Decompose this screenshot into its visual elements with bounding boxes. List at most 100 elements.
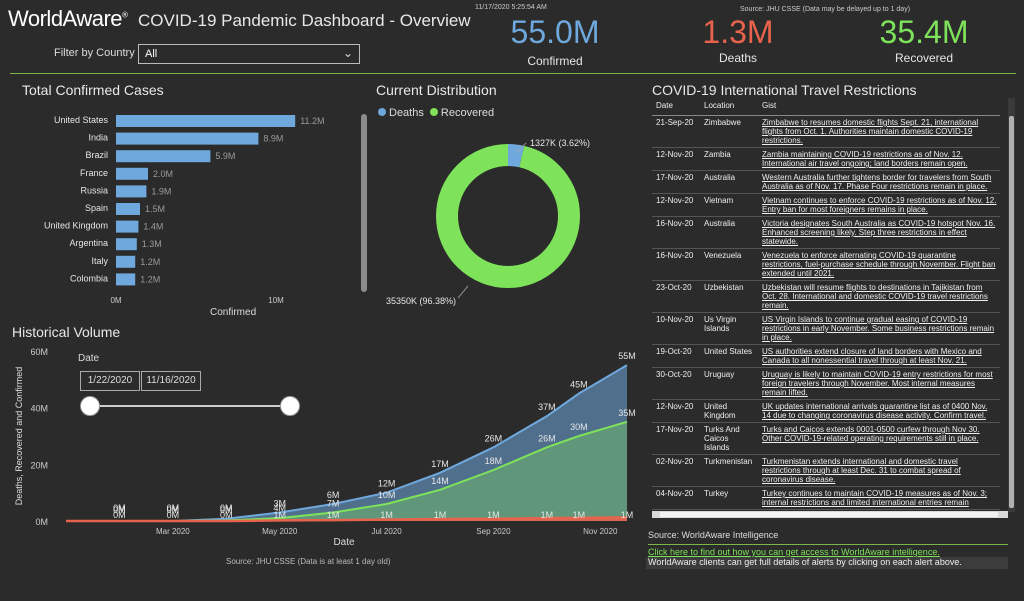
row-gist-link[interactable]: Vietnam continues to enforce COVID-19 re…	[758, 193, 1000, 217]
table-row[interactable]: 10-Nov-20 Us Virgin Islands US Virgin Isla…	[652, 312, 1000, 345]
data-label-recovered: 0M	[113, 503, 126, 513]
data-label-recovered: 7M	[327, 499, 340, 509]
data-label-deaths: 0M	[113, 510, 126, 520]
worldaware-source: Source: WorldAware Intelligence	[648, 530, 779, 540]
row-date: 17-Nov-20	[652, 170, 700, 194]
row-gist-link[interactable]: Turkmenistan extends international and d…	[758, 454, 1000, 487]
bar	[116, 220, 139, 233]
table-row[interactable]: 17-Nov-20 Turks And Caicos Islands Turks a…	[652, 422, 1000, 455]
historical-volume-title: Historical Volume	[12, 324, 121, 340]
travel-restrictions-table-container: Date Location Gist 21-Sep-20 Zimbabwe Zimb…	[652, 98, 1008, 518]
date-filter-label: Date	[78, 353, 100, 364]
row-date: 04-Nov-20	[652, 486, 700, 510]
row-gist-link[interactable]: Turkey continues to maintain COVID-19 me…	[758, 486, 1000, 510]
row-location: Uzbekistan	[700, 280, 758, 313]
data-label-recovered: 10M	[378, 490, 396, 500]
data-label-recovered: 35M	[618, 408, 636, 418]
bar-value-label: 11.2M	[300, 116, 324, 126]
row-gist-link[interactable]: UK updates international arrivals quaran…	[758, 399, 1000, 423]
table-row[interactable]: 30-Oct-20 Uruguay Uruguay is likely to mai…	[652, 367, 1000, 400]
bar-value-label: 1.2M	[140, 257, 160, 267]
row-gist-link[interactable]: Zimbabwe to resumes domestic flights Sep…	[758, 115, 1000, 148]
bar-value-label: 1.9M	[151, 186, 171, 196]
data-label-recovered: 4M	[273, 503, 286, 513]
bar-x-tick-label: 0M	[110, 296, 121, 305]
bar-category-label: Argentina	[69, 238, 108, 248]
worldaware-logo: WorldAware®	[8, 6, 128, 32]
table-row[interactable]: 04-Nov-20 Turkey Turkey continues to maint…	[652, 486, 1000, 510]
donut-label-recovered: 35350K (96.38%)	[386, 296, 456, 306]
table-horizontal-scroll-thumb[interactable]	[660, 512, 998, 517]
table-row[interactable]: 19-Oct-20 United States US authorities ext…	[652, 344, 1000, 368]
row-location: United States	[700, 344, 758, 368]
data-label-recovered: 14M	[431, 476, 449, 486]
data-label-recovered: 0M	[167, 503, 180, 513]
donut-label-deaths: 1327K (3.62%)	[530, 138, 590, 148]
row-gist-link[interactable]: Uruguay is likely to maintain COVID-19 e…	[758, 367, 1000, 400]
worldaware-clients-note: WorldAware clients can get full details …	[646, 557, 1008, 569]
table-row[interactable]: 17-Nov-20 Australia Western Australia furt…	[652, 170, 1000, 194]
table-row[interactable]: 02-Nov-20 Turkmenistan Turkmenistan extend…	[652, 454, 1000, 487]
row-gist-link[interactable]: US Virgin Islands to continue gradual ea…	[758, 312, 1000, 345]
y-axis-label: Deaths, Recovered and Confirmed	[14, 367, 24, 506]
col-header-location[interactable]: Location	[700, 98, 758, 116]
row-gist-link[interactable]: Western Australia further tightens borde…	[758, 170, 1000, 194]
row-date: 02-Nov-20	[652, 454, 700, 487]
bar	[116, 167, 148, 180]
panel-scrollbar[interactable]	[361, 114, 367, 292]
bar-value-label: 5.9M	[215, 151, 235, 161]
table-row[interactable]: 12-Nov-20 Zambia Zambia maintaining COVID-…	[652, 147, 1000, 171]
bar	[116, 132, 259, 145]
col-header-gist[interactable]: Gist	[758, 98, 1000, 116]
row-gist-link[interactable]: Venezuela to enforce alternating COVID-1…	[758, 248, 1000, 281]
table-row[interactable]: 23-Oct-20 Uzbekistan Uzbekistan will resum…	[652, 280, 1000, 313]
row-gist-link[interactable]: Victoria designates South Australia as C…	[758, 216, 1000, 249]
row-date: 12-Nov-20	[652, 399, 700, 423]
data-label-confirmed: 6M	[327, 490, 340, 500]
data-label-confirmed: 0M	[167, 505, 180, 515]
filter-label: Filter by Country	[54, 47, 135, 59]
bar-value-label: 1.2M	[140, 274, 160, 284]
table-row[interactable]: 12-Nov-20 United Kingdom UK updates intern…	[652, 399, 1000, 423]
row-date: 21-Sep-20	[652, 115, 700, 148]
start-date-input[interactable]: 1/22/2020	[80, 371, 140, 391]
table-row[interactable]: 12-Nov-20 Vietnam Vietnam continues to enf…	[652, 193, 1000, 217]
row-gist-link[interactable]: US authorities extend closure of land bo…	[758, 344, 1000, 368]
bar	[116, 255, 136, 268]
kpi-recovered-label: Recovered	[894, 51, 954, 65]
date-range-start-handle[interactable]	[80, 396, 100, 416]
table-vertical-scroll-thumb[interactable]	[1009, 116, 1014, 508]
row-gist-link[interactable]: Zambia maintaining COVID-19 restrictions…	[758, 147, 1000, 171]
table-row[interactable]: 16-Nov-20 Venezuela Venezuela to enforce a…	[652, 248, 1000, 281]
date-range-slider-track[interactable]	[90, 405, 290, 407]
country-filter-select[interactable]: All ⌄	[138, 44, 360, 64]
row-location: Venezuela	[700, 248, 758, 281]
bar	[116, 273, 136, 286]
row-gist-link[interactable]: Turks and Caicos extends 0001-0500 curfe…	[758, 422, 1000, 455]
date-range-end-handle[interactable]	[280, 396, 300, 416]
bar-category-label: Colombia	[70, 273, 108, 283]
col-header-date[interactable]: Date	[652, 98, 700, 116]
header-divider	[10, 73, 1016, 74]
total-confirmed-title: Total Confirmed Cases	[22, 82, 164, 98]
bar-category-label: Brazil	[85, 150, 108, 160]
worldaware-access-link[interactable]: Click here to find out how you can get a…	[648, 547, 940, 557]
row-date: 10-Nov-20	[652, 312, 700, 345]
data-label-confirmed: 0M	[220, 505, 233, 515]
donut-slice-recovered	[436, 144, 580, 288]
legend-recovered-label: Recovered	[440, 107, 495, 119]
y-tick-label: 0M	[35, 517, 48, 527]
table-row[interactable]: 21-Sep-20 Zimbabwe Zimbabwe to resumes dom…	[652, 115, 1000, 148]
data-label-recovered: 26M	[538, 433, 556, 443]
data-label-recovered: 0M	[220, 503, 233, 513]
table-header-row: Date Location Gist	[652, 98, 1000, 116]
bar	[116, 115, 296, 127]
legend-deaths-swatch	[378, 108, 386, 116]
end-date-input[interactable]: 11/16/2020	[141, 371, 201, 391]
area-deaths	[66, 517, 627, 521]
kpi-confirmed-label: Confirmed	[527, 54, 583, 68]
donut-callout-line-deaths	[515, 142, 527, 154]
historical-source-note: Source: JHU CSSE (Data is at least 1 day…	[226, 557, 391, 566]
row-gist-link[interactable]: Uzbekistan will resume flights to destin…	[758, 280, 1000, 313]
table-row[interactable]: 16-Nov-20 Australia Victoria designates So…	[652, 216, 1000, 249]
